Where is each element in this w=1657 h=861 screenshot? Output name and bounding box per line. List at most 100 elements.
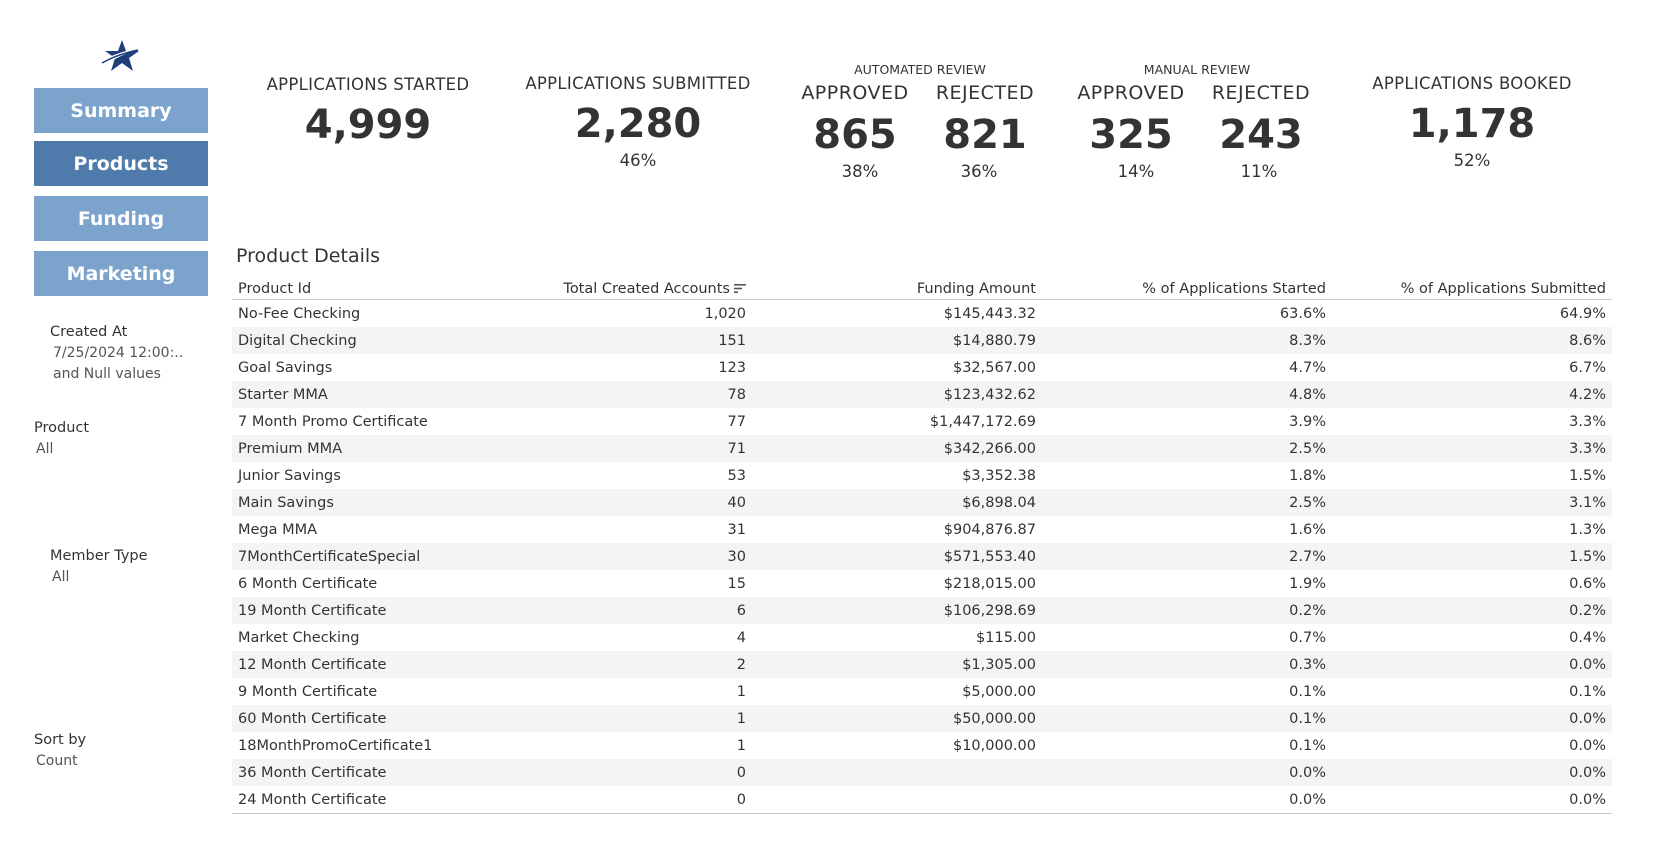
product-id-cell: 7MonthCertificateSpecial	[232, 543, 502, 570]
column-header-total-created-accounts[interactable]: Total Created Accounts	[502, 279, 752, 300]
funding-amount-cell: $6,898.04	[752, 489, 1042, 516]
product-filter-value[interactable]: All	[36, 441, 54, 457]
total-created-accounts-cell: 4	[736, 629, 746, 646]
manual-approved-label: APPROVED	[1077, 82, 1185, 104]
table-row[interactable]: Market Checking 4 $115.00 0.7% 0.4%	[232, 624, 1612, 651]
manual-rejected-label: REJECTED	[1211, 82, 1311, 104]
pct-applications-submitted-cell: 64.9%	[1559, 305, 1606, 322]
table-row[interactable]: Goal Savings 123 $32,567.00 4.7% 6.7%	[232, 354, 1612, 381]
table-row[interactable]: 36 Month Certificate 0 0.0% 0.0%	[232, 759, 1612, 786]
funding-amount-cell: $1,447,172.69	[929, 413, 1036, 430]
created-at-null-values[interactable]: and Null values	[53, 366, 161, 382]
product-id-cell: Starter MMA	[232, 381, 502, 408]
column-header-funding-amount[interactable]: Funding Amount	[752, 279, 1042, 300]
created-at-filter-value[interactable]: 7/25/2024 12:00:..	[53, 345, 184, 361]
applications-booked-label: APPLICATIONS BOOKED	[1372, 74, 1572, 93]
table-row[interactable]: 9 Month Certificate 1 $5,000.00 0.1% 0.1%	[232, 678, 1612, 705]
table-row[interactable]: 18MonthPromoCertificate1 1 $10,000.00 0.1% 0…	[232, 732, 1612, 759]
funding-amount-cell: $14,880.79	[752, 327, 1042, 354]
column-header-pct-applications-started[interactable]: % of Applications Started	[1042, 279, 1332, 300]
total-created-accounts-cell: 78	[502, 381, 752, 408]
product-details-title: Product Details	[236, 245, 381, 267]
pct-applications-submitted-cell: 0.6%	[1569, 575, 1606, 592]
column-header-product-id[interactable]: Product Id	[232, 279, 502, 300]
product-id-cell: 60 Month Certificate	[232, 705, 502, 732]
applications-submitted-label: APPLICATIONS SUBMITTED	[525, 74, 751, 93]
sort-by-value[interactable]: Count	[36, 753, 78, 769]
total-created-accounts-cell: 1	[736, 683, 746, 700]
product-id-cell: Goal Savings	[238, 359, 333, 376]
automated-approved-pct: 38%	[841, 162, 879, 181]
total-created-accounts-cell: 2	[502, 651, 752, 678]
table-row[interactable]: 7MonthCertificateSpecial 30 $571,553.40 2.7…	[232, 543, 1612, 570]
automated-approved-label: APPROVED	[801, 82, 909, 104]
table-row[interactable]: Main Savings 40 $6,898.04 2.5% 3.1%	[232, 489, 1612, 516]
funding-amount-cell: $571,553.40	[752, 543, 1042, 570]
product-details-table: Product Id Total Created Accounts Fundin…	[232, 279, 1612, 814]
funding-amount-cell: $115.00	[976, 629, 1036, 646]
funding-amount-cell: $5,000.00	[962, 683, 1036, 700]
pct-applications-started-cell: 0.3%	[1042, 651, 1332, 678]
member-type-filter-value[interactable]: All	[52, 569, 70, 585]
table-row[interactable]: No-Fee Checking 1,020 $145,443.32 63.6% 64.9…	[232, 300, 1612, 328]
total-created-accounts-cell: 53	[727, 467, 746, 484]
product-id-cell: 12 Month Certificate	[232, 651, 502, 678]
table-row[interactable]: Premium MMA 71 $342,266.00 2.5% 3.3%	[232, 435, 1612, 462]
pct-applications-started-cell: 4.8%	[1042, 381, 1332, 408]
nav-button-funding[interactable]: Funding	[34, 196, 208, 241]
product-id-cell: Mega MMA	[238, 521, 318, 538]
funding-amount-cell: $10,000.00	[952, 737, 1036, 754]
pct-applications-started-cell: 0.0%	[1042, 786, 1332, 814]
pct-applications-started-cell: 0.0%	[1042, 759, 1332, 786]
product-id-cell: 9 Month Certificate	[238, 683, 378, 700]
table-row[interactable]: 19 Month Certificate 6 $106,298.69 0.2% 0.2%	[232, 597, 1612, 624]
table-row[interactable]: Digital Checking 151 $14,880.79 8.3% 8.6%	[232, 327, 1612, 354]
pct-applications-started-cell: 2.5%	[1042, 489, 1332, 516]
funding-amount-cell: $3,352.38	[962, 467, 1036, 484]
product-id-cell: Premium MMA	[232, 435, 502, 462]
funding-amount-cell: $904,876.87	[943, 521, 1036, 538]
table-row[interactable]: 24 Month Certificate 0 0.0% 0.0%	[232, 786, 1612, 814]
created-at-filter-label: Created At	[50, 324, 128, 340]
sort-descending-icon[interactable]	[734, 283, 746, 294]
manual-approved-value: 325	[1089, 112, 1173, 158]
product-id-cell: 19 Month Certificate	[232, 597, 502, 624]
table-row[interactable]: Mega MMA 31 $904,876.87 1.6% 1.3%	[232, 516, 1612, 543]
product-id-cell: Junior Savings	[238, 467, 341, 484]
table-row[interactable]: 60 Month Certificate 1 $50,000.00 0.1% 0.0%	[232, 705, 1612, 732]
funding-amount-cell	[752, 759, 1042, 786]
column-header-pct-applications-submitted[interactable]: % of Applications Submitted	[1332, 279, 1612, 300]
pct-applications-submitted-cell: 4.2%	[1332, 381, 1612, 408]
table-row[interactable]: 7 Month Promo Certificate 77 $1,447,172.69…	[232, 408, 1612, 435]
funding-amount-cell: $106,298.69	[752, 597, 1042, 624]
total-created-accounts-cell: 151	[502, 327, 752, 354]
total-created-accounts-cell: 15	[727, 575, 746, 592]
pct-applications-submitted-cell: 0.1%	[1569, 683, 1606, 700]
total-created-accounts-cell: 1	[736, 737, 746, 754]
pct-applications-started-cell: 4.7%	[1289, 359, 1326, 376]
pct-applications-started-cell: 0.1%	[1289, 737, 1326, 754]
nav-button-marketing[interactable]: Marketing	[34, 251, 208, 296]
pct-applications-started-cell: 63.6%	[1279, 305, 1326, 322]
total-created-accounts-cell: 1	[502, 705, 752, 732]
applications-submitted-value: 2,280	[574, 101, 702, 147]
product-id-cell: 6 Month Certificate	[238, 575, 378, 592]
nav-button-products[interactable]: Products	[34, 141, 208, 186]
applications-submitted-pct: 46%	[619, 151, 657, 170]
table-row[interactable]: Junior Savings 53 $3,352.38 1.8% 1.5%	[232, 462, 1612, 489]
automated-rejected-value: 821	[943, 112, 1027, 158]
table-row[interactable]: 6 Month Certificate 15 $218,015.00 1.9% 0.6%	[232, 570, 1612, 597]
funding-amount-cell: $145,443.32	[943, 305, 1036, 322]
manual-rejected-pct: 11%	[1240, 162, 1278, 181]
total-created-accounts-cell: 6	[502, 597, 752, 624]
table-row[interactable]: Starter MMA 78 $123,432.62 4.8% 4.2%	[232, 381, 1612, 408]
manual-review-label: MANUAL REVIEW	[1143, 62, 1251, 77]
table-row[interactable]: 12 Month Certificate 2 $1,305.00 0.3% 0.0%	[232, 651, 1612, 678]
nav-button-summary[interactable]: Summary	[34, 88, 208, 133]
manual-rejected-value: 243	[1219, 112, 1303, 158]
funding-amount-cell: $342,266.00	[752, 435, 1042, 462]
pct-applications-started-cell: 0.1%	[1042, 705, 1332, 732]
product-id-cell: No-Fee Checking	[238, 305, 361, 322]
funding-amount-cell: $32,567.00	[952, 359, 1036, 376]
pct-applications-started-cell: 2.5%	[1042, 435, 1332, 462]
